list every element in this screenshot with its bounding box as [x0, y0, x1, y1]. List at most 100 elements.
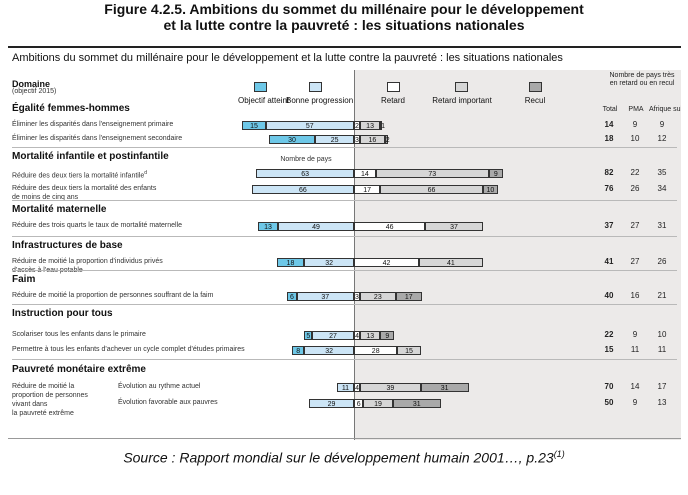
row-label: Réduire de moitié la proportion de perso…: [12, 292, 214, 299]
legend-swatch-bonne: [309, 82, 322, 92]
bar-retard: 17: [354, 185, 381, 194]
bar-retard-important: 23: [360, 292, 396, 301]
bar-retard-important: 37: [425, 222, 483, 231]
value-afrique-subsaharienne: 26: [657, 257, 667, 266]
bar-objectif-atteint: 6: [287, 292, 297, 301]
bar-retard-important: 39: [360, 383, 421, 392]
chart-title: Ambitions du sommet du millénaire pour l…: [12, 52, 563, 64]
bar-retard-important: 41: [419, 258, 483, 267]
bar-retard: 46: [354, 222, 426, 231]
section-separator: [12, 359, 677, 360]
value-total: 76: [604, 184, 614, 193]
domain-subheader: (objectif 2015): [12, 88, 57, 95]
zero-divider-line: [354, 70, 355, 440]
figure-title-line-1: Figure 4.2.5. Ambitions du sommet du mil…: [104, 1, 584, 17]
value-total: 50: [604, 398, 614, 407]
legend-swatch-retard-important: [455, 82, 468, 92]
value-pma: 22: [630, 168, 640, 177]
value-afrique-subsaharienne: 11: [657, 345, 667, 354]
value-total: 82: [604, 168, 614, 177]
bar-recul: 31: [420, 383, 469, 392]
row-label: Éliminer les disparités dans l'enseignem…: [12, 121, 174, 128]
row-label: Réduire des deux tiers la mortalité infa…: [12, 170, 148, 180]
value-afrique-subsaharienne: 13: [657, 398, 667, 407]
legend-label-retard-important: Retard important: [432, 96, 492, 105]
bar-bonne-progression: 32: [304, 258, 354, 267]
bar-retard-important: 73: [375, 169, 489, 178]
value-afrique-subsaharienne: 34: [657, 184, 667, 193]
value-pma: 9: [632, 120, 638, 129]
bar-bonne-progression: 11: [336, 383, 354, 392]
value-pma: 27: [630, 257, 640, 266]
value-afrique-subsaharienne: 31: [657, 221, 667, 230]
section-separator: [12, 147, 677, 148]
source-note: (1): [553, 449, 565, 459]
value-total: 22: [604, 330, 614, 339]
source-text: Source : Rapport mondial sur le développ…: [123, 449, 554, 466]
row-group-label: proportion de personnes: [12, 392, 88, 399]
value-pma: 14: [630, 382, 640, 391]
value-pma: 27: [630, 221, 640, 230]
row-label: de moins de cinq ans: [12, 194, 79, 201]
bar-bonne-progression: 27: [312, 331, 354, 340]
value-pma: 16: [630, 291, 640, 300]
value-pma: 26: [630, 184, 640, 193]
value-afrique-subsaharienne: 21: [657, 291, 667, 300]
bar-retard: 4: [354, 383, 361, 392]
legend-label-retard: Retard: [380, 96, 405, 105]
bar-retard: 2: [354, 121, 360, 130]
bar-bonne-progression: 63: [256, 169, 354, 178]
row-label: Évolution favorable aux pauvres: [118, 399, 218, 406]
section-title: Instruction pour tous: [12, 308, 113, 319]
column-header-total: Total: [602, 106, 618, 113]
value-total: 18: [604, 134, 614, 143]
legend-label-recul: Recul: [524, 96, 546, 105]
value-total: 15: [604, 345, 614, 354]
bar-objectif-atteint: 15: [242, 121, 266, 130]
bar-retard-important: 13: [360, 121, 381, 130]
value-total: 70: [604, 382, 614, 391]
value-total: 14: [604, 120, 614, 129]
value-total: 37: [604, 221, 614, 230]
value-afrique-subsaharienne: 12: [657, 134, 667, 143]
row-label: Réduire des deux tiers la mortalité des …: [12, 185, 157, 192]
value-afrique-subsaharienne: 35: [657, 168, 667, 177]
section-title: Mortalité infantile et postinfantile: [12, 151, 169, 162]
bar-objectif-atteint: 8: [292, 346, 305, 355]
negative-side-shading: [354, 70, 681, 440]
row-label: Évolution au rythme actuel: [118, 383, 201, 390]
row-group-label: Réduire de moitié la: [12, 383, 75, 390]
bar-objectif-atteint: 18: [276, 258, 305, 267]
row-label: Réduire de moitié la proportion d'indivi…: [12, 258, 163, 265]
source-line: Source : Rapport mondial sur le développ…: [0, 449, 688, 466]
columns-header: Nombre de pays très en retard ou en recu…: [609, 72, 675, 87]
row-group-label: la pauvreté extrême: [12, 410, 74, 417]
row-label: Réduire des trois quarts le taux de mort…: [12, 222, 183, 229]
value-pma: 11: [630, 345, 640, 354]
value-afrique-subsaharienne: 17: [657, 382, 667, 391]
legend-swatch-objectif: [254, 82, 267, 92]
section-title: Égalité femmes-hommes: [12, 103, 130, 114]
bar-objectif-atteint: 5: [304, 331, 313, 340]
bar-bonne-progression: 49: [278, 222, 354, 231]
bar-retard: 42: [354, 258, 420, 267]
section-title: Infrastructures de base: [12, 240, 123, 251]
bar-recul: 31: [392, 399, 441, 408]
value-afrique-subsaharienne: 9: [659, 120, 665, 129]
domain-header: Domaine: [12, 79, 51, 89]
bar-bonne-progression: 66: [251, 185, 354, 194]
section-title: Mortalité maternelle: [12, 204, 107, 215]
row-label: Éliminer les disparités dans l'enseignem…: [12, 135, 183, 142]
bar-bonne-progression: 32: [304, 346, 354, 355]
column-header-pma: PMA: [628, 106, 644, 113]
bar-retard: 4: [354, 331, 361, 340]
bar-retard: 6: [354, 399, 364, 408]
bar-retard-important: 15: [397, 346, 421, 355]
bar-retard: 14: [354, 169, 376, 178]
section-title: Faim: [12, 274, 36, 285]
bar-recul: 17: [395, 292, 422, 301]
value-total: 41: [604, 257, 614, 266]
panel-top-border: [8, 46, 681, 48]
bar-retard-important: 19: [363, 399, 393, 408]
bar-bonne-progression: 57: [265, 121, 354, 130]
